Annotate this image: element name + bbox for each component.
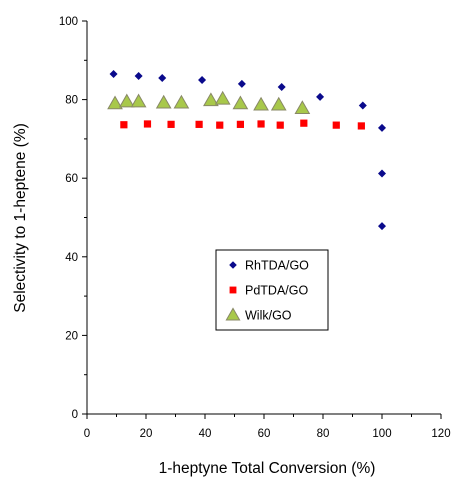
- data-point: [158, 73, 167, 82]
- x-tick-label: 100: [372, 428, 391, 440]
- data-point: [358, 101, 367, 110]
- series-square: [120, 119, 365, 130]
- x-tick-label: 80: [317, 428, 330, 440]
- data-point: [107, 95, 123, 110]
- data-point: [276, 121, 284, 129]
- legend-marker: [225, 307, 241, 321]
- data-point: [316, 92, 325, 101]
- data-point: [332, 121, 340, 129]
- x-tick-label: 20: [140, 428, 153, 440]
- y-tick-label: 60: [65, 173, 78, 185]
- data-point: [118, 93, 135, 108]
- data-point: [237, 79, 246, 88]
- data-point: [120, 121, 128, 129]
- data-point: [357, 122, 365, 130]
- data-points: [107, 70, 386, 231]
- legend-label: PdTDA/GO: [245, 284, 308, 298]
- data-point: [173, 94, 190, 109]
- y-tick-label: 20: [65, 330, 78, 342]
- data-point: [167, 120, 175, 128]
- data-point: [195, 120, 203, 128]
- legend-marker: [229, 286, 237, 294]
- tick-labels: 0 20 40 60 80 100 0 20 40 60 80 100 120: [59, 16, 451, 440]
- y-axis-title: Selectivity to 1-heptene (%): [12, 123, 29, 313]
- data-point: [134, 72, 143, 81]
- x-tick-label: 40: [199, 428, 212, 440]
- data-point: [277, 83, 286, 92]
- data-point: [216, 121, 224, 129]
- legend-marker: [229, 261, 237, 269]
- data-point: [143, 120, 152, 128]
- data-point: [253, 96, 269, 111]
- series-triangle: [107, 90, 311, 114]
- x-axis-title: 1-heptyne Total Conversion (%): [159, 460, 376, 477]
- data-point: [378, 123, 386, 132]
- data-point: [236, 120, 244, 128]
- y-tick-label: 0: [72, 409, 78, 421]
- axes: [82, 20, 442, 419]
- y-tick-label: 100: [59, 16, 78, 28]
- x-tick-label: 60: [258, 428, 271, 440]
- legend-label: Wilk/GO: [245, 309, 292, 323]
- data-point: [378, 169, 386, 178]
- data-point: [300, 119, 308, 127]
- data-point: [198, 75, 207, 84]
- y-tick-label: 80: [65, 95, 78, 107]
- data-point: [232, 95, 249, 110]
- data-point: [109, 70, 118, 79]
- data-point: [378, 222, 386, 231]
- series-diamond: [109, 70, 386, 231]
- data-point: [294, 100, 311, 114]
- x-tick-label: 120: [431, 428, 450, 440]
- legend: RhTDA/GO PdTDA/GO Wilk/GO: [215, 249, 329, 331]
- data-point: [203, 92, 219, 107]
- legend-label: RhTDA/GO: [245, 259, 309, 273]
- data-point: [257, 120, 265, 128]
- data-point: [214, 90, 231, 105]
- data-point: [270, 96, 287, 111]
- x-tick-label: 0: [84, 428, 90, 440]
- data-point: [155, 94, 172, 109]
- y-tick-label: 40: [65, 252, 78, 264]
- data-point: [130, 93, 147, 108]
